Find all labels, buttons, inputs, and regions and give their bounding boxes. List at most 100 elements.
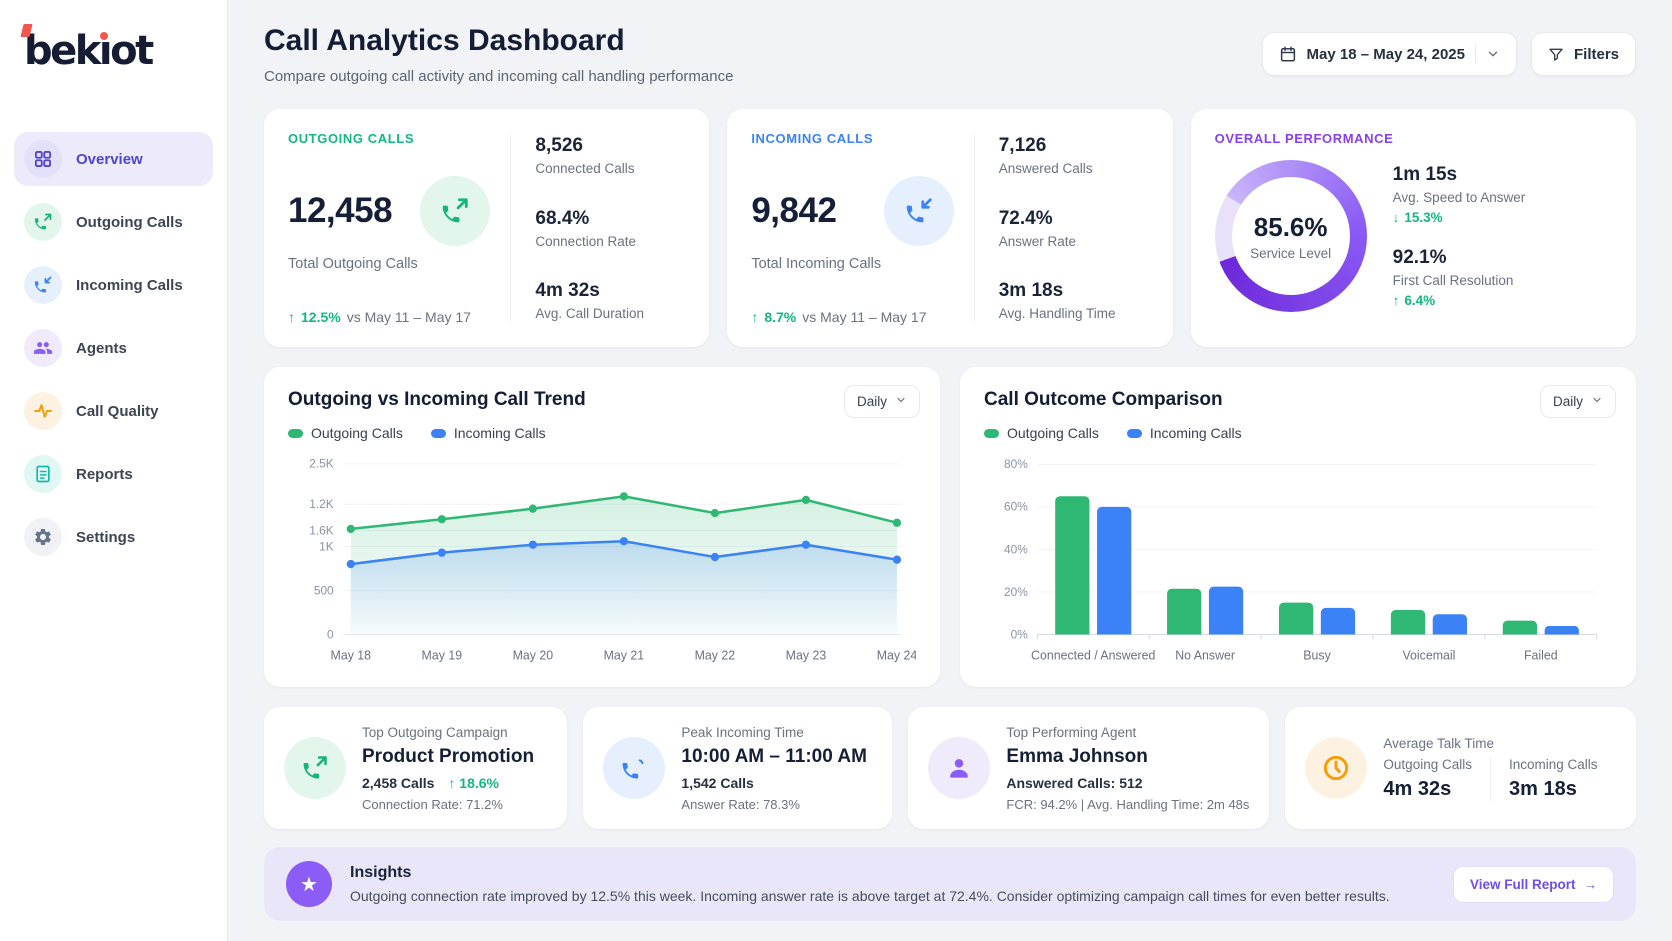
trend-chart-title: Outgoing vs Incoming Call Trend — [288, 389, 586, 410]
page-header: Call Analytics Dashboard Compare outgoin… — [264, 24, 1636, 85]
phone-outgoing-icon — [24, 203, 62, 241]
metric-avg-speed-to-answer: 1m 15s Avg. Speed to Answer ↓ 15.3% — [1392, 164, 1526, 225]
sidebar-item-label: Agents — [76, 339, 127, 357]
peak-incoming-time-card: Peak Incoming Time 10:00 AM – 11:00 AM 1… — [583, 707, 893, 829]
svg-text:500: 500 — [314, 583, 334, 597]
sidebar-item-overview[interactable]: Overview — [14, 132, 213, 186]
metric-avg-call-duration: 4m 32s Avg. Call Duration — [535, 280, 644, 321]
svg-text:May 24: May 24 — [877, 649, 916, 663]
arrow-up-icon: ↑ — [1392, 293, 1400, 308]
outcome-range-selector[interactable]: Daily — [1539, 385, 1616, 418]
document-icon — [24, 455, 62, 493]
button-divider — [1474, 45, 1476, 63]
logo-dot-accent — [100, 32, 109, 40]
arrow-up-icon: ↑ — [288, 309, 295, 325]
overall-performance-card: OVERALL PERFORMANCE 85.6% Service Level … — [1190, 109, 1636, 347]
people-icon — [24, 329, 62, 367]
calendar-icon — [1279, 45, 1297, 63]
svg-text:Connected / Answered: Connected / Answered — [1031, 649, 1155, 663]
filters-button[interactable]: Filters — [1530, 32, 1636, 76]
call-trend-line-chart: 0 500 1K 1.6K 1.2K 2.5K May 18 May 19 May 20 May … — [309, 457, 917, 663]
call-outcome-chart-card: Call Outcome Comparison Daily Outgoing C… — [960, 367, 1636, 687]
call-trend-chart-card: Outgoing vs Incoming Call Trend Daily Ou… — [264, 367, 940, 687]
outgoing-delta: ↑ 12.5% vs May 11 – May 17 — [288, 309, 471, 325]
person-avatar-icon — [928, 737, 991, 799]
service-level-value: 85.6% — [1253, 211, 1328, 242]
service-level-donut: 85.6% Service Level — [1214, 160, 1367, 312]
phone-outgoing-icon — [284, 737, 346, 799]
svg-text:1.6K: 1.6K — [309, 523, 333, 537]
svg-text:20%: 20% — [1004, 585, 1028, 599]
outcome-chart-title: Call Outcome Comparison — [984, 389, 1223, 410]
svg-text:May 20: May 20 — [513, 649, 554, 663]
sidebar-item-reports[interactable]: Reports — [14, 447, 213, 501]
svg-text:1.2K: 1.2K — [309, 497, 333, 511]
metric-answered-calls: 7,126 Answered Calls — [998, 135, 1093, 176]
incoming-calls-card: INCOMING CALLS 9,842 Total Incoming Call… — [727, 109, 1173, 347]
metric-connected-calls: 8,526 Connected Calls — [535, 135, 635, 176]
arrow-up-icon: ↑ — [751, 309, 759, 325]
trend-range-selector[interactable]: Daily — [843, 385, 920, 418]
sidebar-item-settings[interactable]: Settings — [14, 510, 213, 564]
metric-avg-handling-time: 3m 18s Avg. Handling Time — [998, 280, 1116, 321]
sidebar-item-label: Outgoing Calls — [76, 213, 183, 231]
chevron-down-icon — [895, 394, 907, 409]
main-content: Call Analytics Dashboard Compare outgoin… — [228, 0, 1672, 941]
view-full-report-button[interactable]: View Full Report → — [1452, 865, 1614, 903]
svg-text:May 21: May 21 — [604, 649, 645, 663]
svg-text:No Answer: No Answer — [1175, 649, 1235, 663]
chevron-down-icon — [1591, 394, 1603, 409]
svg-text:2.5K: 2.5K — [309, 457, 333, 471]
arrow-down-icon: ↓ — [1392, 210, 1400, 225]
total-outgoing-calls-label: Total Outgoing Calls — [288, 256, 418, 272]
phone-incoming-icon — [603, 737, 666, 799]
svg-text:May 18: May 18 — [331, 649, 372, 663]
top-performing-agent-card: Top Performing Agent Emma Johnson Answer… — [908, 707, 1270, 829]
gear-icon — [24, 518, 62, 556]
sidebar-item-label: Overview — [76, 150, 143, 168]
star-icon: ★ — [286, 861, 332, 907]
sidebar-item-call-quality[interactable]: Call Quality — [14, 384, 213, 438]
metric-connection-rate: 68.4% Connection Rate — [535, 207, 636, 249]
service-level-label: Service Level — [1250, 245, 1332, 261]
sidebar-item-incoming-calls[interactable]: Incoming Calls — [14, 258, 213, 312]
svg-text:80%: 80% — [1004, 457, 1028, 471]
total-outgoing-calls-value: 12,458 — [288, 191, 393, 230]
svg-text:May 22: May 22 — [695, 649, 736, 663]
app-logo: bekı ot — [14, 24, 213, 88]
metric-answer-rate: 72.4% Answer Rate — [998, 207, 1077, 249]
incoming-delta: ↑ 8.7% vs May 11 – May 17 — [751, 309, 927, 325]
svg-text:1K: 1K — [319, 539, 334, 553]
svg-text:40%: 40% — [1004, 542, 1028, 556]
date-range-picker[interactable]: May 18 – May 24, 2025 — [1261, 32, 1517, 76]
arrow-up-icon: ↑ 18.6% — [448, 774, 499, 791]
average-talk-time-card: Average Talk Time Outgoing Calls 4m 32s … — [1285, 707, 1636, 829]
sidebar-item-label: Incoming Calls — [76, 276, 183, 294]
sidebar-item-label: Reports — [76, 465, 133, 483]
arrow-right-icon: → — [1583, 876, 1598, 892]
svg-text:May 19: May 19 — [422, 649, 463, 663]
legend-dot-incoming — [1126, 428, 1142, 438]
svg-text:May 23: May 23 — [786, 649, 827, 663]
grid-icon — [24, 140, 62, 178]
sidebar-item-outgoing-calls[interactable]: Outgoing Calls — [14, 195, 213, 249]
legend-dot-outgoing — [288, 428, 303, 438]
metric-first-call-resolution: 92.1% First Call Resolution ↑ 6.4% — [1392, 247, 1514, 308]
legend-dot-incoming — [430, 428, 446, 438]
svg-text:0%: 0% — [1011, 627, 1029, 641]
trend-chart-legend: Outgoing Calls Incoming Calls — [288, 425, 916, 441]
sidebar-item-agents[interactable]: Agents — [14, 321, 213, 375]
logo-text: bekı ot — [24, 28, 154, 74]
insights-banner: ★ Insights Outgoing connection rate impr… — [264, 847, 1636, 921]
talk-time-outgoing: Outgoing Calls 4m 32s — [1383, 756, 1472, 800]
svg-text:Failed: Failed — [1524, 649, 1558, 663]
svg-text:Voicemail: Voicemail — [1402, 649, 1455, 663]
outgoing-calls-card: OUTGOING CALLS 12,458 Total Outgoing Cal… — [264, 109, 710, 347]
svg-text:Busy: Busy — [1303, 649, 1331, 663]
insights-title: Insights — [350, 864, 412, 881]
outcome-chart-legend: Outgoing Calls Incoming Calls — [984, 425, 1612, 441]
filters-label: Filters — [1573, 45, 1619, 63]
outgoing-card-title: OUTGOING CALLS — [288, 131, 415, 146]
page-title: Call Analytics Dashboard — [264, 24, 625, 57]
call-outcome-bar-chart: 0% 20% 40% 60% 80% Connected / Answered No Ans… — [1004, 457, 1598, 663]
